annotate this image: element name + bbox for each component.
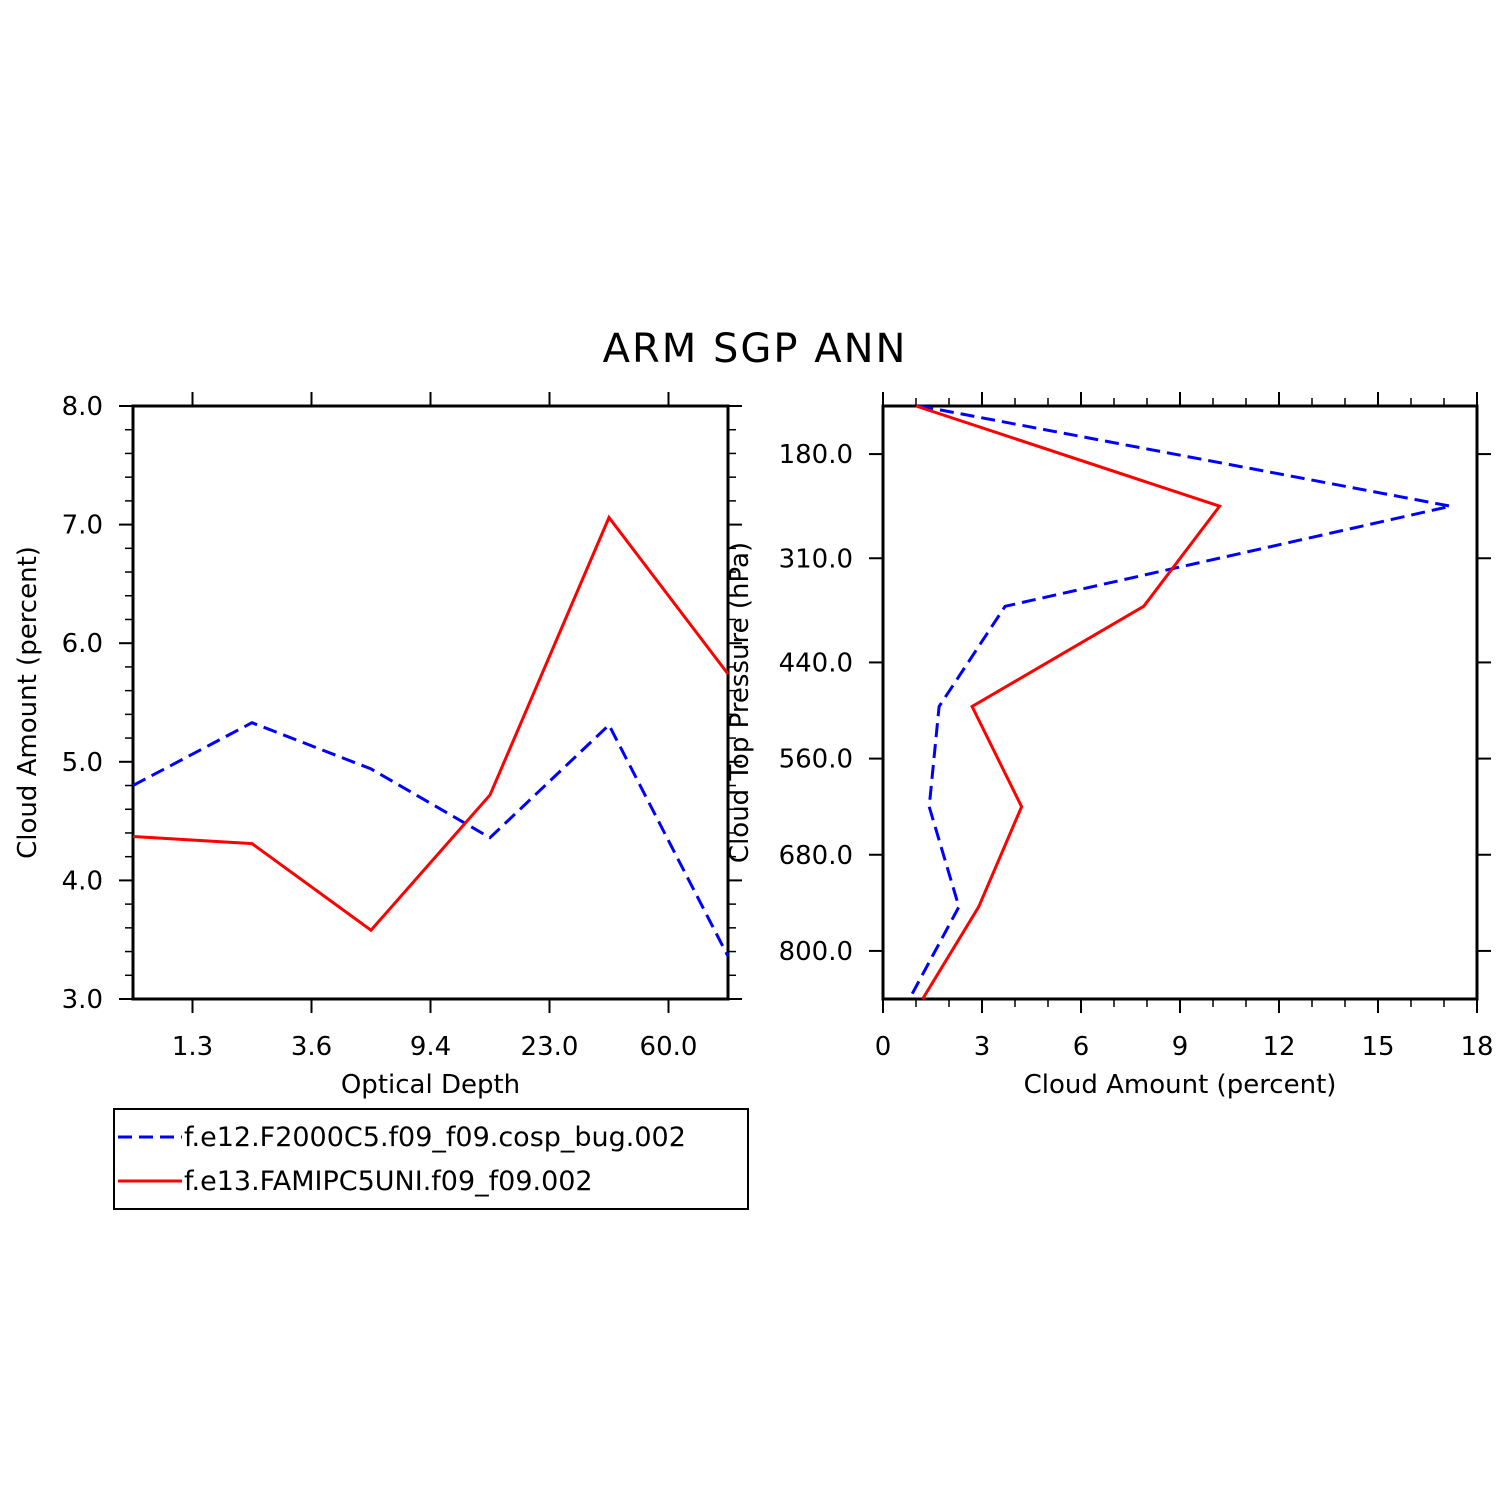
right-x-tick-label: 9 — [1172, 1032, 1189, 1062]
right-y-tick-label: 560.0 — [779, 745, 853, 775]
chart-title: ARM SGP ANN — [603, 326, 908, 372]
legend-label-red: f.e13.FAMIPC5UNI.f09_f09.002 — [184, 1166, 593, 1197]
left-y-tick-label: 4.0 — [62, 866, 103, 896]
left-panel: 3.0 4.0 5.0 6.0 7.0 8.0 1.3 3.6 9.4 23.0 60.0 Optic… — [13, 392, 742, 1100]
left-series-line-blue — [132, 721, 730, 957]
right-y-tick-label: 680.0 — [779, 841, 853, 871]
left-x-tick-label: 23.0 — [521, 1032, 579, 1062]
right-panel: 0 3 6 9 12 15 18 180.0 310.0 440.0 560.0 680.0 800.0… — [725, 392, 1494, 1100]
right-x-tick-label: 18 — [1460, 1032, 1493, 1062]
right-plot-frame — [881, 404, 1479, 1001]
right-y-axis-label: Cloud Top Pressure (hPa) — [725, 542, 755, 863]
left-y-tick-label: 7.0 — [62, 511, 103, 541]
right-y-tick-label: 800.0 — [779, 937, 853, 967]
right-series-line-red — [915, 404, 1223, 1000]
left-x-tick-label: 3.6 — [291, 1032, 332, 1062]
right-x-tick-label: 15 — [1361, 1032, 1394, 1062]
left-y-tick-label: 3.0 — [62, 985, 103, 1015]
left-x-tick-label: 9.4 — [410, 1032, 451, 1062]
right-y-tick-label: 440.0 — [779, 648, 853, 678]
right-y-tick-label: 310.0 — [779, 544, 853, 574]
right-x-tick-label: 3 — [974, 1032, 991, 1062]
left-y-tick-label: 8.0 — [62, 392, 103, 422]
left-y-axis-label: Cloud Amount (percent) — [13, 546, 43, 859]
right-y-tick-label: 180.0 — [779, 440, 853, 470]
left-y-tick-label: 5.0 — [62, 748, 103, 778]
right-x-tick-label: 0 — [875, 1032, 892, 1062]
left-x-tick-label: 60.0 — [640, 1032, 698, 1062]
right-series-line-blue — [908, 404, 1451, 1000]
left-x-axis-label: Optical Depth — [341, 1070, 520, 1100]
right-x-tick-label: 6 — [1073, 1032, 1090, 1062]
left-series-line-red — [132, 514, 730, 933]
legend-box — [113, 1108, 749, 1210]
right-x-axis-label: Cloud Amount (percent) — [1024, 1070, 1337, 1100]
left-plot-frame — [131, 404, 730, 1001]
right-x-tick-label: 12 — [1262, 1032, 1295, 1062]
legend-label-blue: f.e12.F2000C5.f09_f09.cosp_bug.002 — [184, 1122, 686, 1153]
left-x-tick-label: 1.3 — [172, 1032, 213, 1062]
left-y-tick-label: 6.0 — [62, 629, 103, 659]
legend: f.e12.F2000C5.f09_f09.cosp_bug.002 f.e13… — [113, 1108, 749, 1210]
